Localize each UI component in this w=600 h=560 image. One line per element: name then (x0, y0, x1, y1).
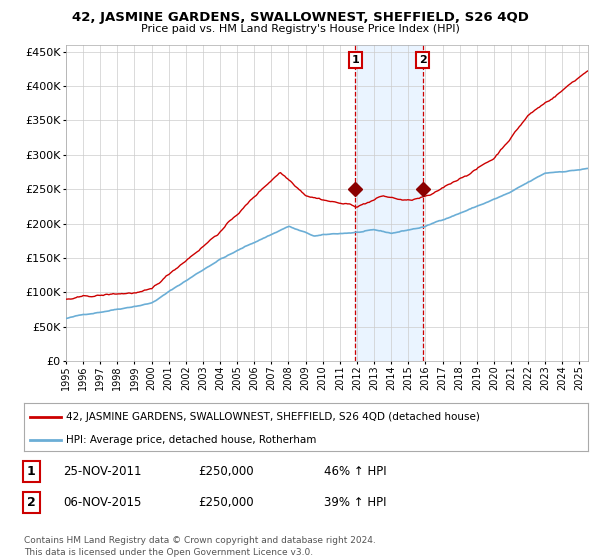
Text: 46% ↑ HPI: 46% ↑ HPI (324, 465, 386, 478)
Text: 39% ↑ HPI: 39% ↑ HPI (324, 496, 386, 509)
Text: 25-NOV-2011: 25-NOV-2011 (63, 465, 142, 478)
Text: 2: 2 (27, 496, 36, 509)
Text: 42, JASMINE GARDENS, SWALLOWNEST, SHEFFIELD, S26 4QD (detached house): 42, JASMINE GARDENS, SWALLOWNEST, SHEFFI… (66, 412, 480, 422)
Text: 1: 1 (27, 465, 36, 478)
Text: £250,000: £250,000 (198, 465, 254, 478)
Text: Price paid vs. HM Land Registry's House Price Index (HPI): Price paid vs. HM Land Registry's House … (140, 24, 460, 34)
Text: 2: 2 (419, 55, 427, 65)
Text: £250,000: £250,000 (198, 496, 254, 509)
Text: 42, JASMINE GARDENS, SWALLOWNEST, SHEFFIELD, S26 4QD: 42, JASMINE GARDENS, SWALLOWNEST, SHEFFI… (71, 11, 529, 24)
Text: HPI: Average price, detached house, Rotherham: HPI: Average price, detached house, Roth… (66, 435, 317, 445)
Text: 06-NOV-2015: 06-NOV-2015 (63, 496, 142, 509)
Text: 1: 1 (352, 55, 359, 65)
Text: Contains HM Land Registry data © Crown copyright and database right 2024.
This d: Contains HM Land Registry data © Crown c… (24, 536, 376, 557)
Bar (355, 45, 423, 361)
